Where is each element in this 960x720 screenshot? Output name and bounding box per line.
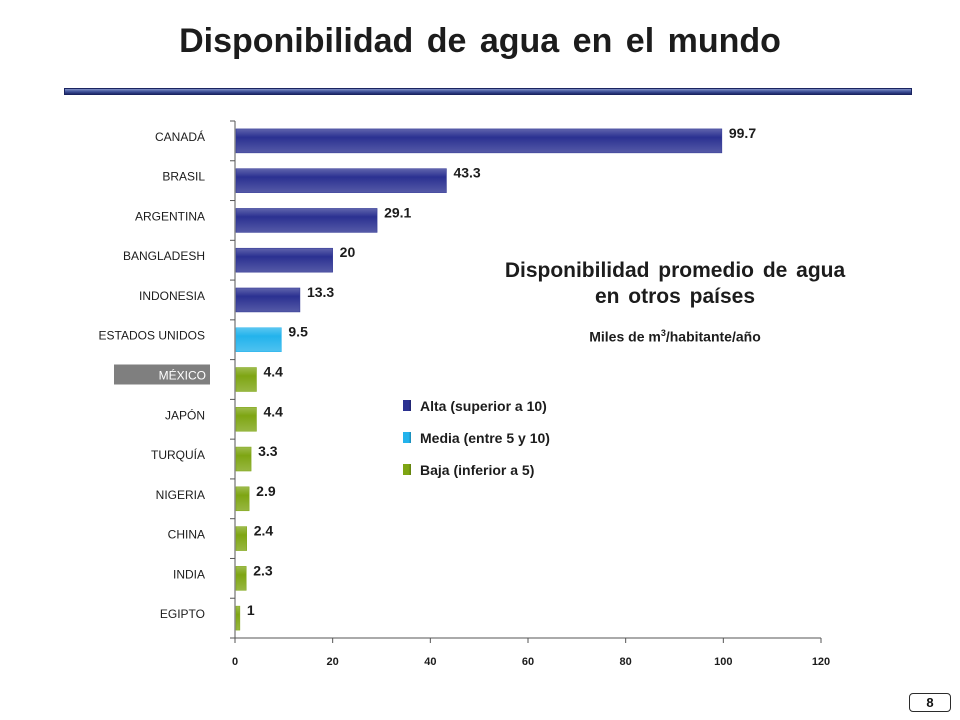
value-label: 4.4 [263, 364, 283, 380]
value-label: 4.4 [263, 403, 283, 419]
x-tick-label: 0 [232, 656, 238, 668]
x-tick-label: 20 [327, 656, 339, 668]
legend-label-medium: Media (entre 5 y 10) [420, 429, 550, 446]
bar-2 [235, 208, 378, 233]
bar-12 [235, 605, 241, 631]
legend: Alta (superior a 10) Media (entre 5 y 10… [403, 396, 550, 492]
x-tick-label: 80 [620, 656, 632, 668]
highlight-label-box [114, 364, 210, 385]
inset-subtitle-exponent: 3 [660, 328, 666, 338]
value-label: 2.4 [254, 523, 274, 539]
legend-item-high: Alta (superior a 10) [403, 396, 550, 415]
value-label: 9.5 [288, 324, 308, 340]
value-label: 13.3 [307, 284, 334, 300]
legend-item-low: Baja (inferior a 5) [403, 460, 550, 479]
value-label: 2.9 [256, 483, 276, 499]
bar-7 [235, 407, 257, 432]
legend-swatch-medium [403, 432, 411, 443]
value-label: 43.3 [453, 165, 480, 181]
inset-subtitle-unit: Miles de m [589, 328, 661, 345]
page-title: Disponibilidad de agua en el mundo [179, 22, 781, 60]
inset-subtitle-rest: /habitante/año [665, 328, 761, 345]
category-label: ESTADOS UNIDOS [99, 329, 205, 343]
bar-1 [235, 168, 447, 193]
inset-title: Disponibilidad promedio de agua en otros… [440, 258, 910, 310]
bar-8 [235, 446, 252, 472]
value-label: 2.3 [253, 562, 273, 578]
bar-0 [235, 128, 723, 154]
legend-label-high: Alta (superior a 10) [420, 397, 547, 414]
x-tick-label: 120 [812, 656, 830, 668]
category-label: EGIPTO [160, 607, 205, 621]
legend-swatch-low [403, 464, 411, 475]
bar-11 [235, 566, 247, 591]
page-number: 8 [909, 693, 951, 712]
category-label-highlight: MÉXICO [159, 368, 206, 383]
category-label: INDIA [173, 567, 205, 581]
value-label: 1 [247, 602, 255, 618]
bar-4 [235, 287, 301, 313]
category-label: ARGENTINA [135, 209, 205, 223]
x-tick-label: 40 [424, 656, 436, 668]
bar-3 [235, 247, 333, 273]
value-label: 99.7 [729, 125, 756, 141]
bar-6 [235, 367, 257, 392]
category-label: CHINA [168, 528, 205, 542]
category-label: BRASIL [162, 170, 205, 184]
x-tick-label: 60 [522, 656, 534, 668]
value-label: 29.1 [384, 204, 411, 220]
category-label: NIGERIA [156, 488, 205, 502]
title-underline [64, 88, 912, 95]
bar-10 [235, 526, 247, 551]
category-label: TURQUÍA [151, 447, 205, 462]
value-label: 3.3 [258, 443, 278, 459]
value-label: 20 [340, 244, 356, 260]
inset-subtitle: Miles de m3/habitante/año [440, 328, 910, 345]
category-label: JAPÓN [165, 407, 205, 422]
x-tick-label: 100 [714, 656, 732, 668]
category-label: INDONESIA [139, 289, 205, 303]
inset-title-line2: en otros países [594, 285, 756, 308]
bar-9 [235, 486, 250, 512]
legend-item-medium: Media (entre 5 y 10) [403, 428, 550, 447]
legend-label-low: Baja (inferior a 5) [420, 461, 535, 478]
category-label: BANGLADESH [123, 249, 205, 263]
category-label: CANADÁ [155, 129, 205, 144]
legend-swatch-high [403, 400, 411, 411]
bar-5 [235, 327, 282, 352]
inset-title-line1: Disponibilidad promedio de agua [504, 259, 846, 282]
